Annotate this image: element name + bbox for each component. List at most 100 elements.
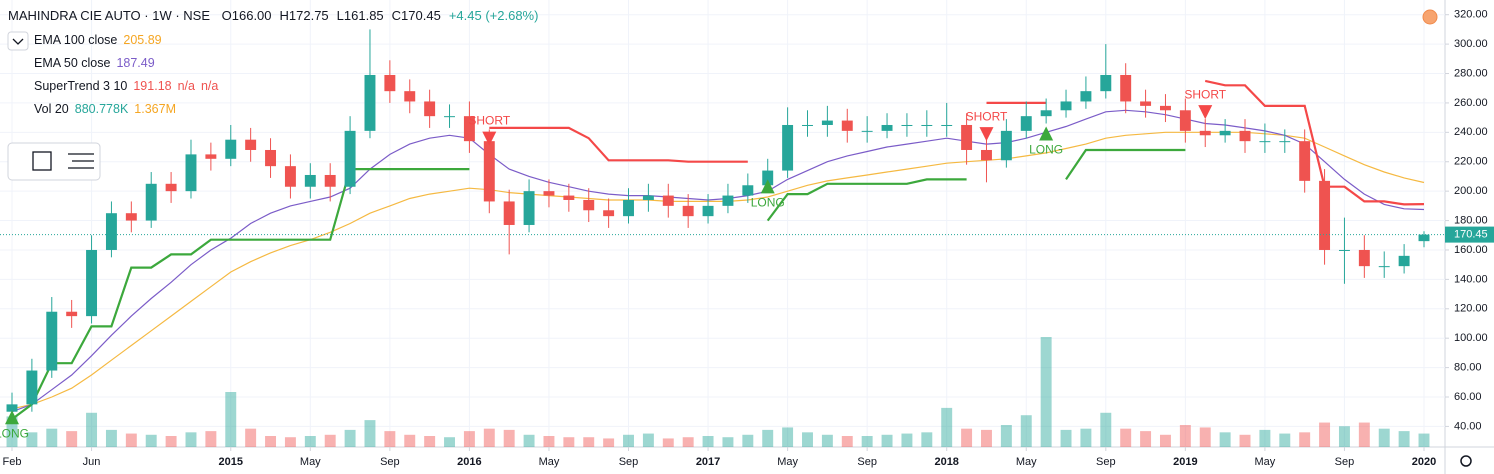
candle-body: [284, 166, 296, 187]
volume-bar: [1000, 425, 1012, 447]
symbol-title: MAHINDRA CIE AUTO · 1W · NSE: [8, 8, 211, 23]
volume-bar: [324, 434, 336, 447]
legend-row: Vol 20 880.778K 1.367M: [34, 102, 182, 116]
volume-bar: [1219, 432, 1231, 447]
x-tick-label: Jun: [83, 456, 101, 468]
volume-bar: [543, 436, 555, 447]
volume-bar: [344, 429, 356, 447]
ohlc-value: L161.85: [336, 8, 384, 23]
volume-bar: [1239, 434, 1251, 447]
volume-bar: [1398, 431, 1410, 447]
volume-bar: [1279, 433, 1291, 447]
series-line: [11, 131, 1425, 410]
candle-body: [1080, 91, 1092, 102]
candle-body: [782, 124, 794, 171]
signal-label: LONG: [0, 426, 29, 440]
x-tick-label: 2020: [1412, 456, 1436, 468]
series-line: [489, 79, 1425, 206]
signal-arrow: [760, 179, 775, 194]
status-dot[interactable]: [1422, 9, 1438, 25]
candle-body: [1159, 105, 1171, 111]
candle-body: [881, 124, 893, 131]
legend-name: SuperTrend 3 10: [34, 79, 128, 93]
legend-value: 187.49: [116, 56, 155, 70]
volume-bar: [105, 429, 117, 447]
candle-body: [1259, 141, 1271, 143]
header: MAHINDRA CIE AUTO · 1W · NSE O166.00 H172…: [8, 8, 554, 23]
last-price-box: [1445, 226, 1494, 243]
candle-body: [563, 195, 575, 200]
volume-bar: [1100, 412, 1112, 447]
candle-body: [1299, 141, 1311, 181]
y-tick-label: 260.00: [1454, 97, 1488, 109]
x-tick-label: 2016: [457, 456, 481, 468]
volume-bar: [682, 437, 694, 447]
x-tick-label: Feb: [3, 456, 22, 468]
volume-bar: [304, 436, 316, 447]
volume-bar: [821, 434, 833, 447]
volume-bar: [225, 392, 237, 447]
candle-body: [245, 139, 257, 150]
candle-body: [324, 174, 336, 187]
candle-body: [543, 191, 555, 196]
volume-bar: [1418, 433, 1430, 447]
list-tool[interactable]: [68, 153, 94, 169]
legend-value: 205.89: [123, 33, 162, 47]
candle-body: [901, 124, 913, 126]
volume-bar: [26, 432, 38, 447]
candle-body: [6, 404, 18, 412]
volume-bar: [1259, 429, 1271, 447]
ohlc-value: H172.75: [279, 8, 329, 23]
volume-bar: [1020, 415, 1032, 447]
candle-body: [603, 210, 615, 217]
volume-bar: [125, 433, 137, 447]
plot-area: [0, 0, 1445, 447]
volume-bar: [145, 434, 157, 447]
signal-arrow: [1198, 105, 1213, 120]
legend-name: EMA 50 close: [34, 56, 111, 70]
y-tick-label: 60.00: [1454, 391, 1482, 403]
y-tick-label: 80.00: [1454, 362, 1482, 374]
candle-body: [841, 120, 853, 131]
candle-body: [503, 201, 515, 225]
x-tick-label: Sep: [380, 456, 400, 468]
y-tick-label: 40.00: [1454, 420, 1482, 432]
candle-body: [1319, 180, 1331, 250]
x-tick-label: Sep: [857, 456, 877, 468]
volume-bar: [205, 431, 217, 447]
candle-body: [364, 74, 376, 131]
x-tick-label: May: [539, 456, 560, 468]
settings-icon[interactable]: [1460, 455, 1472, 467]
volume-bar: [722, 437, 734, 447]
collapse-button[interactable]: [7, 31, 29, 51]
rect-tool[interactable]: [32, 151, 52, 171]
legend-value: n/a: [177, 79, 195, 93]
volume-bar: [265, 436, 277, 447]
x-tick-label: Sep: [1096, 456, 1116, 468]
volume-bar: [802, 432, 813, 447]
y-tick-label: 200.00: [1454, 185, 1488, 197]
legend-row: EMA 100 close 205.89: [34, 33, 168, 47]
candle-body: [623, 199, 634, 217]
volume-bar: [6, 416, 18, 447]
volume-bar: [1179, 425, 1191, 447]
drawing-toolbar: [7, 142, 101, 181]
candle-body: [444, 116, 455, 118]
candle-body: [1358, 249, 1370, 267]
volume-bar: [1159, 434, 1171, 447]
last-price-label: 170.45: [1454, 229, 1488, 241]
volume-bar: [1120, 428, 1132, 447]
candle-body: [961, 124, 973, 150]
volume-bar: [961, 428, 973, 447]
candle-body: [1060, 101, 1072, 111]
volume-bar: [782, 427, 794, 447]
candle-body: [1020, 116, 1032, 131]
volume-bar: [364, 420, 376, 447]
candle-body: [1219, 130, 1231, 136]
layer: LONG SHORT LONG SHORT LONG SHORT: [0, 0, 1445, 447]
candle-body: [1040, 110, 1052, 117]
signal-label: SHORT: [1184, 87, 1226, 101]
volume-bar: [881, 434, 893, 447]
candle-body: [762, 170, 774, 186]
